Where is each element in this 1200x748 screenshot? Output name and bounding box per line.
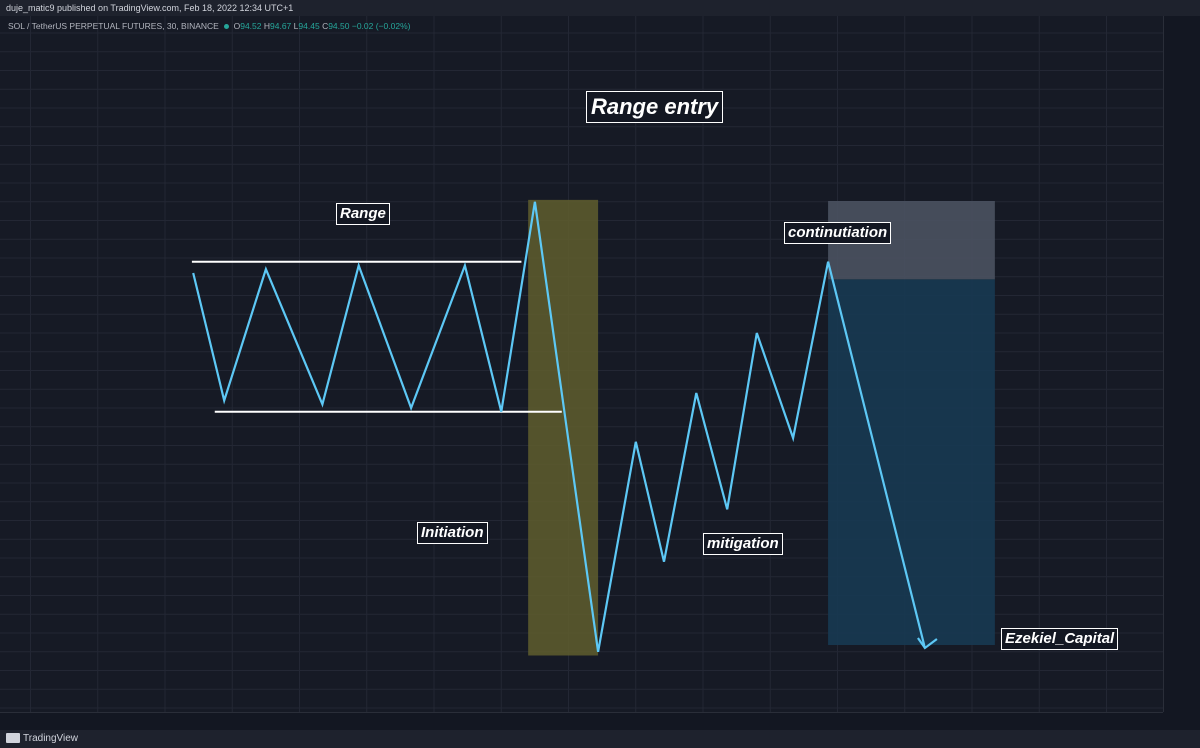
annotation-initiation[interactable]: Initiation [417, 522, 488, 544]
annotation-author[interactable]: Ezekiel_Capital [1001, 628, 1119, 650]
status-dot-icon [224, 24, 230, 29]
symbol-legend: SOL / TetherUS PERPETUAL FUTURES, 30, BI… [8, 21, 410, 31]
symbol-name: SOL / TetherUS PERPETUAL FUTURES, 30, BI… [8, 21, 219, 31]
annotation-range[interactable]: Range [336, 203, 390, 225]
publisher-text: duje_matic9 published on TradingView.com… [6, 3, 294, 13]
price-axis[interactable] [1163, 16, 1200, 712]
close-label: C [322, 21, 329, 31]
tradingview-logo-icon [6, 733, 20, 744]
annotation-title[interactable]: Range entry [586, 91, 724, 123]
change-value: −0.02 (−0.02%) [351, 21, 411, 31]
publisher-bar: duje_matic9 published on TradingView.com… [0, 0, 1200, 16]
high-label: H [263, 21, 271, 31]
time-axis[interactable] [0, 712, 1163, 731]
low-label: L [293, 21, 299, 31]
high-value: 94.67 [270, 21, 292, 31]
low-value: 94.45 [298, 21, 320, 31]
close-value: 94.50 [328, 21, 350, 31]
chart-area[interactable] [0, 16, 1163, 712]
open-label: O [233, 21, 241, 31]
annotation-continuation[interactable]: continutiation [784, 222, 892, 244]
footer-bar: TradingView [0, 730, 1200, 748]
annotation-mitigation[interactable]: mitigation [703, 533, 783, 555]
footer-brand: TradingView [23, 733, 79, 744]
open-value: 94.52 [240, 21, 262, 31]
